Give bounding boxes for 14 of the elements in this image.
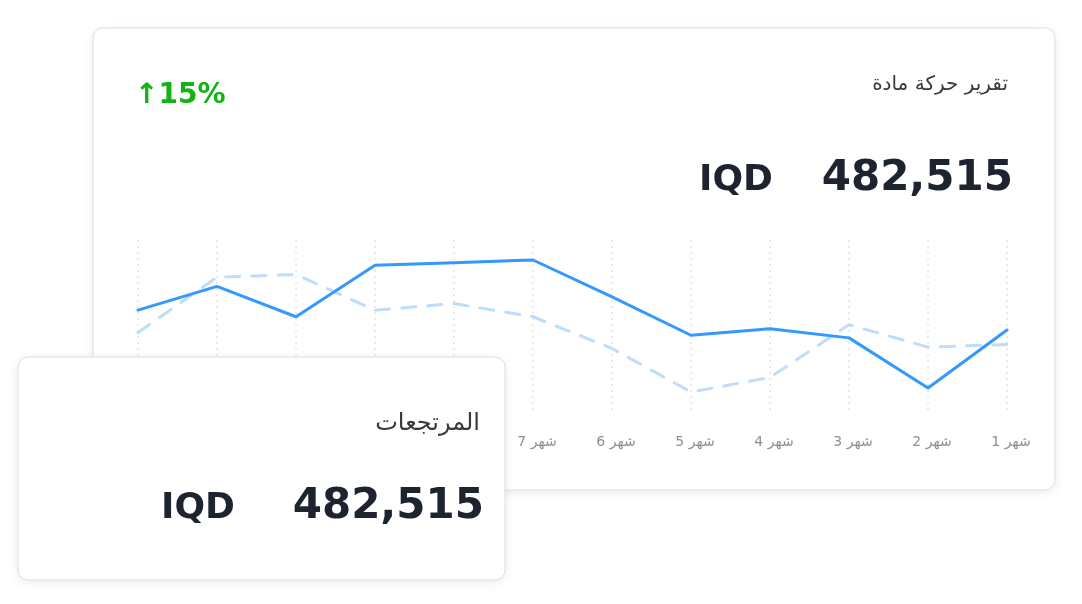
text: 482,515 bbox=[292, 479, 484, 528]
chart-title: تقرير حركة مادة bbox=[872, 71, 1008, 95]
x-tick-label: شهر 7 bbox=[517, 433, 557, 450]
x-tick-label: شهر 2 bbox=[912, 433, 952, 450]
text: المرتجعات bbox=[375, 408, 480, 436]
x-tick-label: شهر 4 bbox=[754, 433, 794, 450]
text: 482,515 bbox=[821, 151, 1013, 200]
x-tick-label: شهر 1 bbox=[991, 433, 1031, 450]
text: ↑15% bbox=[135, 77, 226, 110]
x-tick-label: شهر 3 bbox=[833, 433, 873, 450]
x-tick-label: شهر 6 bbox=[596, 433, 636, 450]
text: IQD bbox=[699, 157, 773, 198]
x-tick-label: شهر 5 bbox=[675, 433, 715, 450]
text: IQD bbox=[161, 485, 235, 526]
